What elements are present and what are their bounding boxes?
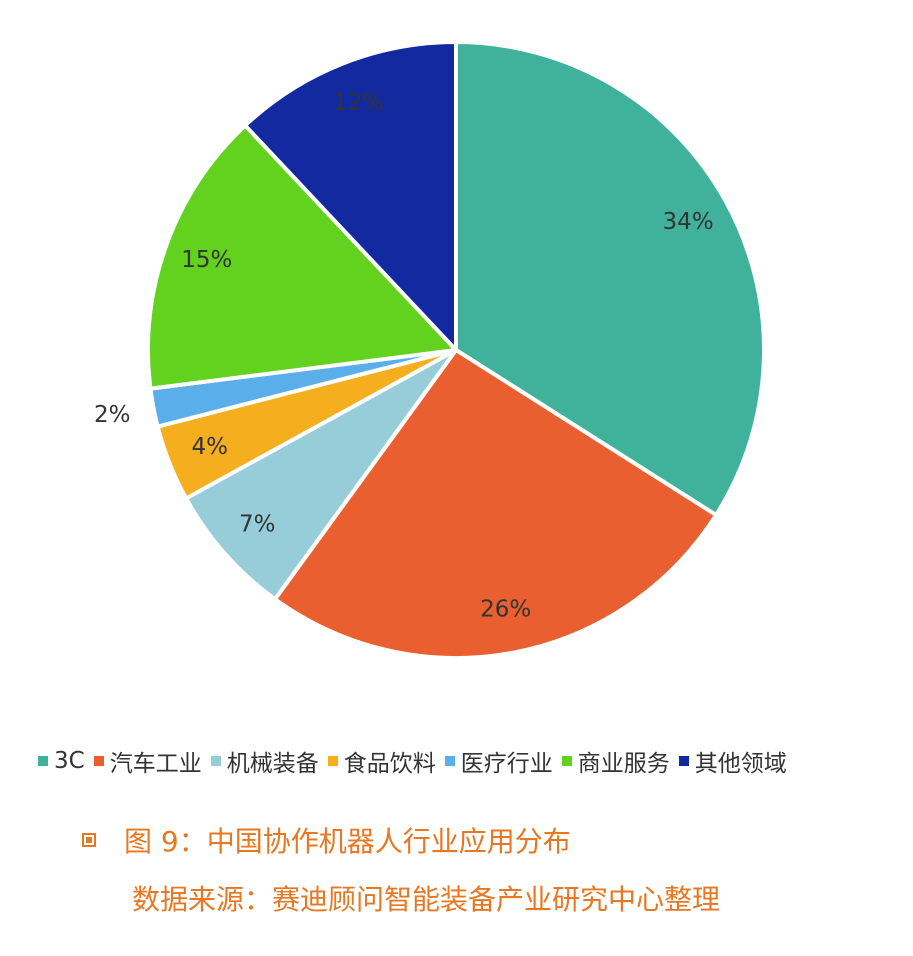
figure-title: 图 9：中国协作机器人行业应用分布 [124,825,571,858]
legend-swatch [93,756,104,766]
legend-swatch [327,756,338,766]
chart-legend: 3C 汽车工业 机械装备 食品饮料 医疗行业 商业服务 其他领域 [38,744,898,778]
data-label: 4% [191,434,228,460]
data-source: 数据来源：赛迪顾问智能装备产业研究中心整理 [132,883,721,916]
data-label: 2% [94,402,131,428]
legend-label: 商业服务 [577,751,670,777]
legend-item: 商业服务 [561,744,670,778]
data-label: 34% [663,209,714,235]
legend-item: 汽车工业 [93,744,202,778]
pie-slice [272,348,719,660]
legend-swatch [38,756,48,766]
legend-item: 食品饮料 [327,744,436,778]
legend-label: 医疗行业 [460,751,553,777]
pie-chart: 34% 26% 7% 4% 2% 15% 12% [94,40,766,660]
legend-swatch [561,756,572,766]
data-label: 12% [333,90,384,116]
data-source-caption: 数据来源：赛迪顾问智能装备产业研究中心整理 [132,878,720,918]
legend-label: 机械装备 [226,751,319,777]
legend-swatch [678,756,689,766]
caption-marker-icon [82,833,96,847]
legend-swatch [444,756,455,766]
figure-caption: 图 9：中国协作机器人行业应用分布 [82,820,571,860]
legend-item: 医疗行业 [444,744,553,778]
legend-item: 3C [38,748,85,774]
pie-slice [243,40,458,352]
pie-slice [146,123,458,391]
legend-item: 机械装备 [210,744,319,778]
legend-swatch [210,756,221,766]
data-label: 15% [181,247,232,273]
pie-slice [184,348,458,602]
data-label: 26% [480,597,531,623]
legend-label: 3C [54,748,85,774]
legend-label: 汽车工业 [109,751,202,777]
legend-label: 食品饮料 [343,751,436,777]
data-label: 7% [239,512,276,538]
legend-label: 其他领域 [694,751,787,777]
legend-item: 其他领域 [678,744,787,778]
